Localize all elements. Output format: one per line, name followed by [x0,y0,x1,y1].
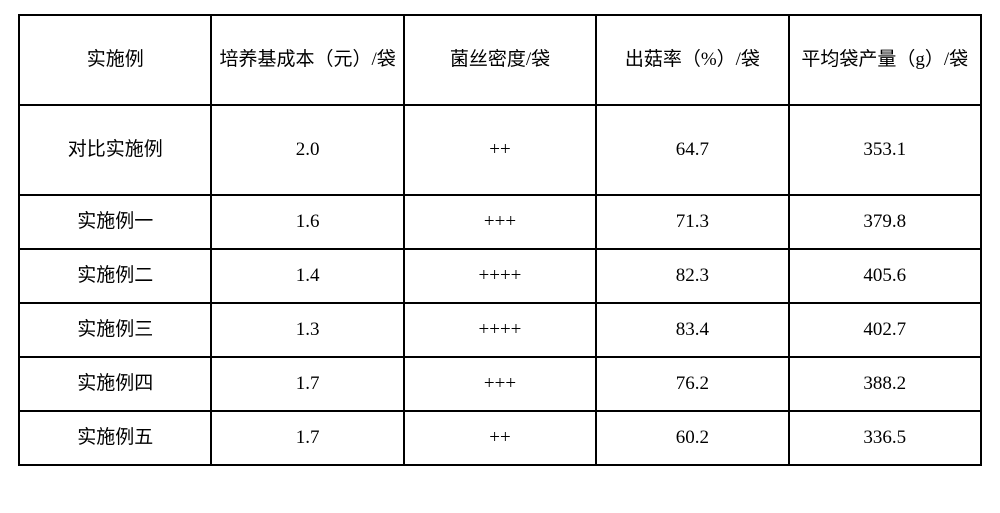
cell-yield: 388.2 [789,357,981,411]
cell-cost: 2.0 [211,105,403,195]
cell-density: ++ [404,105,596,195]
cell-density: ++++ [404,303,596,357]
cell-density: ++ [404,411,596,465]
header-row: 实施例 培养基成本（元）/袋 菌丝密度/袋 出菇率（%）/袋 平均袋产量（g）/… [19,15,981,105]
cell-rate: 83.4 [596,303,788,357]
cell-rate: 82.3 [596,249,788,303]
cell-yield: 353.1 [789,105,981,195]
cell-example: 对比实施例 [19,105,211,195]
table-body: 对比实施例 2.0 ++ 64.7 353.1 实施例一 1.6 +++ 71.… [19,105,981,465]
cell-rate: 76.2 [596,357,788,411]
cell-density: +++ [404,357,596,411]
table-row: 实施例三 1.3 ++++ 83.4 402.7 [19,303,981,357]
col-example: 实施例 [19,15,211,105]
col-fruiting-rate: 出菇率（%）/袋 [596,15,788,105]
cell-example: 实施例四 [19,357,211,411]
cell-cost: 1.7 [211,411,403,465]
cell-yield: 379.8 [789,195,981,249]
col-mycelium-density: 菌丝密度/袋 [404,15,596,105]
cell-rate: 71.3 [596,195,788,249]
table-row: 实施例五 1.7 ++ 60.2 336.5 [19,411,981,465]
cell-density: ++++ [404,249,596,303]
cell-cost: 1.3 [211,303,403,357]
table-row: 实施例一 1.6 +++ 71.3 379.8 [19,195,981,249]
cell-yield: 336.5 [789,411,981,465]
cell-cost: 1.7 [211,357,403,411]
cell-rate: 64.7 [596,105,788,195]
col-medium-cost: 培养基成本（元）/袋 [211,15,403,105]
cell-example: 实施例二 [19,249,211,303]
table-row: 实施例二 1.4 ++++ 82.3 405.6 [19,249,981,303]
cell-example: 实施例五 [19,411,211,465]
cell-yield: 405.6 [789,249,981,303]
col-avg-bag-yield: 平均袋产量（g）/袋 [789,15,981,105]
table-row: 对比实施例 2.0 ++ 64.7 353.1 [19,105,981,195]
page: 实施例 培养基成本（元）/袋 菌丝密度/袋 出菇率（%）/袋 平均袋产量（g）/… [0,0,1000,513]
cell-density: +++ [404,195,596,249]
cell-cost: 1.4 [211,249,403,303]
table-row: 实施例四 1.7 +++ 76.2 388.2 [19,357,981,411]
cell-example: 实施例三 [19,303,211,357]
cell-example: 实施例一 [19,195,211,249]
cell-rate: 60.2 [596,411,788,465]
cell-cost: 1.6 [211,195,403,249]
experiment-table: 实施例 培养基成本（元）/袋 菌丝密度/袋 出菇率（%）/袋 平均袋产量（g）/… [18,14,982,466]
table-head: 实施例 培养基成本（元）/袋 菌丝密度/袋 出菇率（%）/袋 平均袋产量（g）/… [19,15,981,105]
cell-yield: 402.7 [789,303,981,357]
